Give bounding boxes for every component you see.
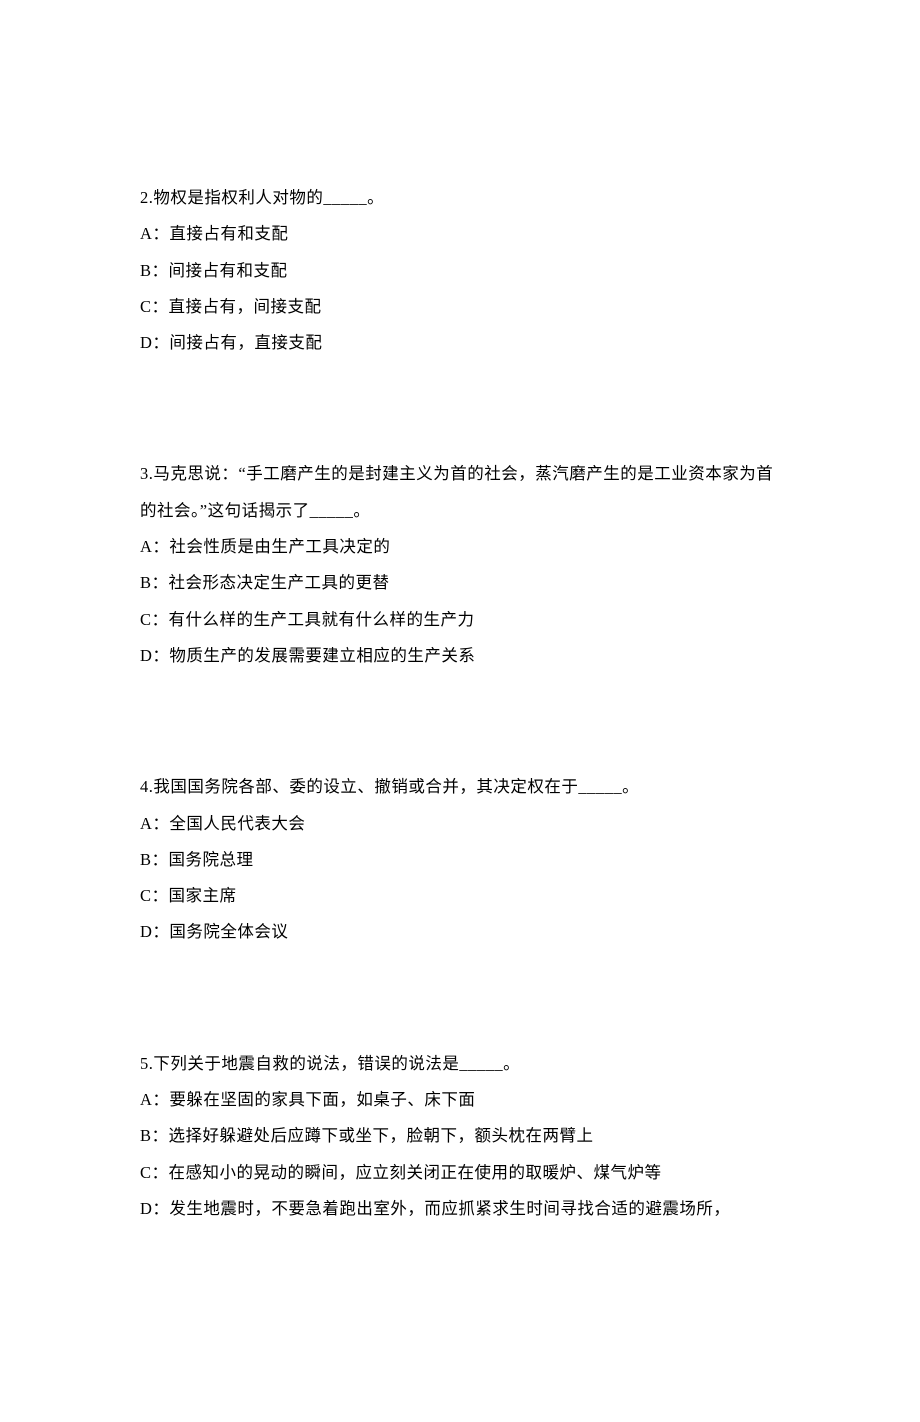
question-option-b: B：国务院总理 bbox=[140, 842, 780, 878]
question-option-b: B：选择好躲避处后应蹲下或坐下，脸朝下，额头枕在两臂上 bbox=[140, 1118, 780, 1154]
question-block-2: 2.物权是指权利人对物的_____。 A：直接占有和支配 B：间接占有和支配 C… bbox=[140, 180, 780, 361]
question-block-4: 4.我国国务院各部、委的设立、撤销或合并，其决定权在于_____。 A：全国人民… bbox=[140, 769, 780, 950]
document-page: 2.物权是指权利人对物的_____。 A：直接占有和支配 B：间接占有和支配 C… bbox=[0, 0, 920, 1422]
question-option-d: D：物质生产的发展需要建立相应的生产关系 bbox=[140, 638, 780, 674]
question-option-a: A：要躲在坚固的家具下面，如桌子、床下面 bbox=[140, 1082, 780, 1118]
question-stem: 2.物权是指权利人对物的_____。 bbox=[140, 180, 780, 216]
question-option-c: C：国家主席 bbox=[140, 878, 780, 914]
question-option-d: D：间接占有，直接支配 bbox=[140, 325, 780, 361]
question-option-c: C：有什么样的生产工具就有什么样的生产力 bbox=[140, 602, 780, 638]
question-block-5: 5.下列关于地震自救的说法，错误的说法是_____。 A：要躲在坚固的家具下面，… bbox=[140, 1046, 780, 1227]
question-stem: 4.我国国务院各部、委的设立、撤销或合并，其决定权在于_____。 bbox=[140, 769, 780, 805]
question-option-c: C：在感知小的晃动的瞬间，应立刻关闭正在使用的取暖炉、煤气炉等 bbox=[140, 1155, 780, 1191]
question-option-a: A：全国人民代表大会 bbox=[140, 806, 780, 842]
question-option-d: D：国务院全体会议 bbox=[140, 914, 780, 950]
question-stem: 3.马克思说：“手工磨产生的是封建主义为首的社会，蒸汽磨产生的是工业资本家为首的… bbox=[140, 456, 780, 529]
question-option-a: A：直接占有和支配 bbox=[140, 216, 780, 252]
question-option-d: D：发生地震时，不要急着跑出室外，而应抓紧求生时间寻找合适的避震场所， bbox=[140, 1191, 780, 1227]
question-option-a: A：社会性质是由生产工具决定的 bbox=[140, 529, 780, 565]
question-block-3: 3.马克思说：“手工磨产生的是封建主义为首的社会，蒸汽磨产生的是工业资本家为首的… bbox=[140, 456, 780, 674]
question-option-b: B：间接占有和支配 bbox=[140, 253, 780, 289]
question-option-c: C：直接占有，间接支配 bbox=[140, 289, 780, 325]
question-stem: 5.下列关于地震自救的说法，错误的说法是_____。 bbox=[140, 1046, 780, 1082]
question-option-b: B：社会形态决定生产工具的更替 bbox=[140, 565, 780, 601]
